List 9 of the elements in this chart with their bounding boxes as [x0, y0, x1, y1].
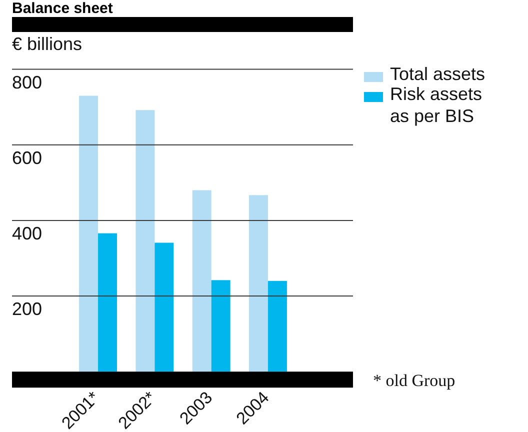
text: * old Group — [373, 371, 456, 390]
y-tick-label: 200 — [12, 299, 42, 320]
chart-title: Balance sheet — [12, 0, 113, 17]
y-tick-label: 600 — [12, 148, 42, 168]
y-tick-label: 400 — [12, 223, 42, 244]
legend-label: Risk assets as per BIS — [390, 84, 482, 126]
y-tick-label: 800 — [12, 72, 42, 92]
legend-label: Total assets — [390, 64, 486, 84]
y-axis-title: € billions — [12, 34, 82, 54]
